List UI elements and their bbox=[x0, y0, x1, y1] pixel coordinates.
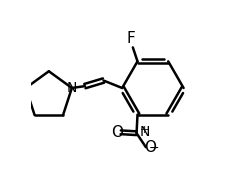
Text: N: N bbox=[140, 125, 150, 139]
Text: F: F bbox=[127, 31, 136, 46]
Text: O: O bbox=[144, 140, 156, 155]
Text: O: O bbox=[111, 125, 123, 140]
Text: −: − bbox=[149, 142, 160, 155]
Text: +: + bbox=[140, 125, 149, 135]
Text: N: N bbox=[67, 81, 77, 95]
